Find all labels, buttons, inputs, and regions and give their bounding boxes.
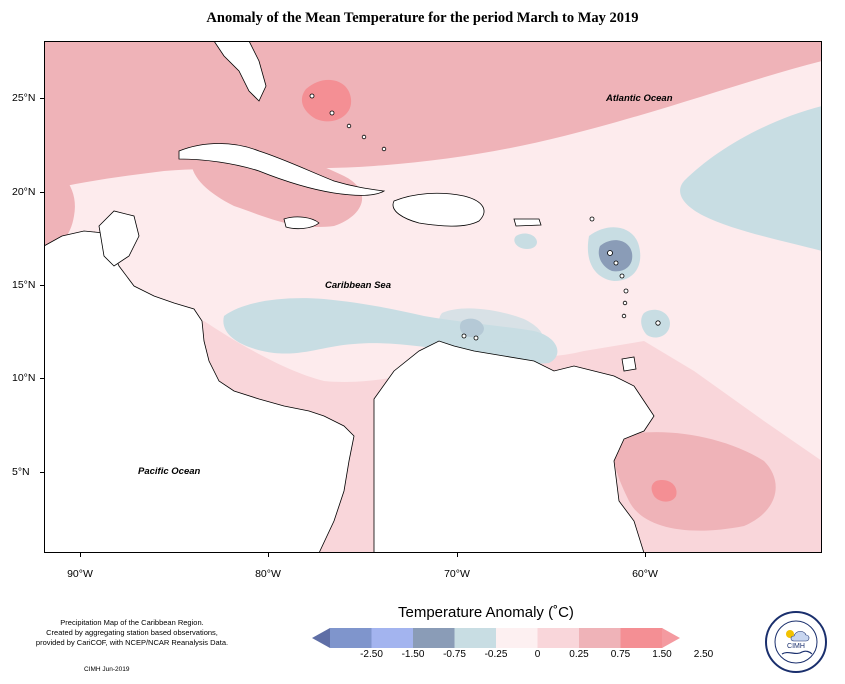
credits-line-3: provided by CariCOF, with NCEP/NCAR Rean… [35, 638, 229, 647]
legend-arrow-high [662, 628, 680, 648]
legend-swatch [330, 628, 372, 648]
land-trinidad [621, 356, 637, 372]
legend-swatch [413, 628, 455, 648]
legend-swatch [620, 628, 663, 648]
land-florida [213, 41, 267, 102]
legend-tick-label: 0.25 [569, 649, 589, 660]
lat-tick [40, 472, 44, 473]
lat-tick [40, 192, 44, 193]
anomaly-cool-atlantic [680, 106, 822, 251]
anomaly-hot-bahamas [301, 79, 352, 122]
anomaly-warm-cuba [191, 147, 363, 227]
legend-tick-label: 1.50 [652, 649, 672, 660]
anomaly-cooler-antilles [598, 240, 633, 272]
land-puerto-rico [513, 218, 542, 227]
credits-date: CIMH Jun-2019 [84, 666, 130, 673]
land-yucatan [98, 210, 140, 267]
lat-label-25: 25°N [12, 92, 36, 104]
lon-label-90: 90°W [67, 568, 93, 580]
legend-swatch [579, 628, 621, 648]
map-svg [44, 41, 822, 553]
legend-colorbar [312, 628, 680, 648]
anomaly-warm-guyana [613, 432, 776, 531]
label-caribbean-sea: Caribbean Sea [325, 280, 391, 291]
anomaly-hot-guyana [651, 480, 677, 502]
legend-tick-label: 0 [534, 649, 541, 660]
lat-tick [40, 285, 44, 286]
lon-tick [457, 553, 458, 557]
legend-tick-label: 2.50 [693, 649, 714, 660]
land-south-america [373, 340, 655, 553]
lon-label-70: 70°W [444, 568, 470, 580]
legend-tick-label: -2.50 [360, 649, 383, 660]
credits-line-2: Created by aggregating station based obs… [46, 628, 218, 637]
label-pacific-ocean: Pacific Ocean [138, 466, 201, 477]
lat-tick [40, 98, 44, 99]
anomaly-cool-small [514, 233, 537, 250]
legend-title: Temperature Anomaly (˚C) [398, 604, 574, 621]
land-jamaica [283, 216, 320, 230]
lat-label-10: 10°N [12, 372, 36, 384]
credits-line-1: Precipitation Map of the Caribbean Regio… [60, 618, 204, 627]
cimh-logo: CIMH [765, 611, 827, 673]
lat-label-5: 5°N [12, 466, 30, 478]
lon-label-80: 80°W [255, 568, 281, 580]
anomaly-cool-caribbean [223, 298, 558, 364]
islands-lesser-antilles [309, 93, 661, 341]
lon-tick [645, 553, 646, 557]
legend-arrow-low [312, 628, 330, 648]
credits-block: Precipitation Map of the Caribbean Regio… [12, 618, 252, 648]
legend-swatch [537, 628, 580, 648]
legend-swatch [454, 628, 497, 648]
land-hispaniola [392, 192, 485, 227]
map-canvas [44, 41, 822, 553]
legend-tick-label: -1.50 [401, 649, 425, 660]
sun-icon [786, 630, 794, 638]
wave-icon [781, 650, 813, 655]
lon-tick [80, 553, 81, 557]
legend-swatch [371, 628, 414, 648]
legend-tick-label: -0.25 [484, 649, 508, 660]
label-atlantic-ocean: Atlantic Ocean [606, 93, 673, 104]
lat-label-15: 15°N [12, 279, 36, 291]
svg-text:CIMH: CIMH [787, 643, 805, 650]
legend-tick-label: 0.75 [610, 649, 631, 660]
lat-tick [40, 378, 44, 379]
lat-label-20: 20°N [12, 186, 36, 198]
land-cuba [178, 143, 386, 196]
cloud-icon [790, 631, 810, 642]
legend-tick-label: -0.75 [443, 649, 466, 660]
lon-tick [268, 553, 269, 557]
lon-label-60: 60°W [632, 568, 658, 580]
legend-swatch [496, 628, 538, 648]
land-central-america [44, 230, 355, 553]
anomaly-warm-west [44, 161, 75, 248]
map-title: Anomaly of the Mean Temperature for the … [206, 10, 639, 26]
